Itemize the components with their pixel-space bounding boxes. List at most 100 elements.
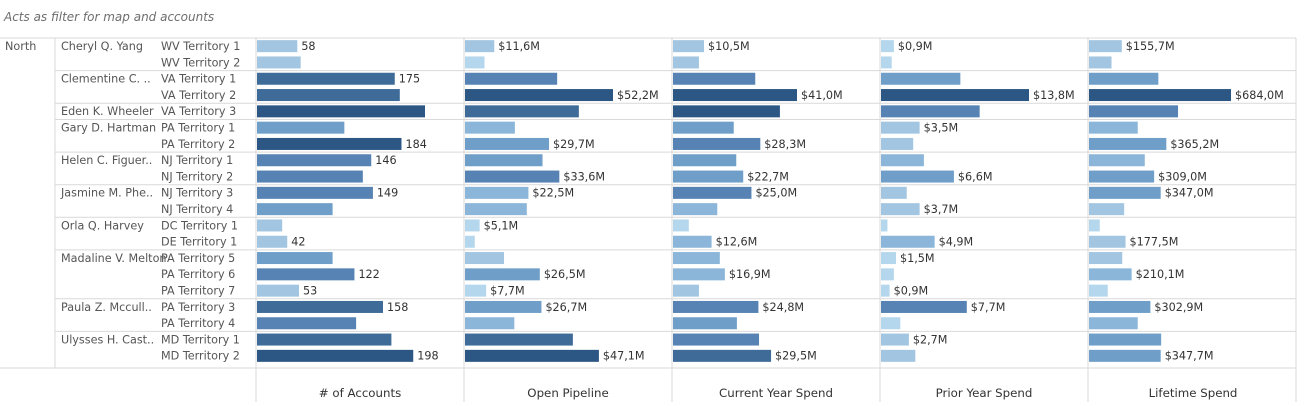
bar[interactable] <box>673 121 734 134</box>
territory-label[interactable]: WV Territory 1 <box>161 40 240 53</box>
territory-label[interactable]: DE Territory 1 <box>161 236 237 249</box>
territory-label[interactable]: NJ Territory 3 <box>161 187 233 200</box>
manager-label[interactable]: Paula Z. Mccull.. <box>61 301 152 314</box>
bar[interactable] <box>881 137 914 150</box>
bar[interactable] <box>1089 284 1108 297</box>
territory-label[interactable]: VA Territory 2 <box>161 89 236 102</box>
bar[interactable] <box>465 219 480 232</box>
bar[interactable] <box>881 89 1029 102</box>
bar[interactable] <box>1089 137 1167 150</box>
bar[interactable] <box>257 105 425 118</box>
bar[interactable] <box>673 56 699 69</box>
bar[interactable] <box>1089 154 1145 167</box>
bar[interactable] <box>465 300 542 313</box>
territory-label[interactable]: NJ Territory 4 <box>161 203 233 216</box>
territory-label[interactable]: VA Territory 3 <box>161 105 236 118</box>
bar[interactable] <box>257 170 363 183</box>
bar[interactable] <box>465 203 527 216</box>
manager-label[interactable]: Gary D. Hartman <box>61 122 156 135</box>
bar[interactable] <box>1089 203 1125 216</box>
column-header[interactable]: Current Year Spend <box>719 386 833 400</box>
bar[interactable] <box>257 317 357 330</box>
bar[interactable] <box>881 154 924 167</box>
bar[interactable] <box>465 333 573 346</box>
bar[interactable] <box>1089 219 1100 232</box>
territory-label[interactable]: PA Territory 5 <box>161 252 235 265</box>
territory-label[interactable]: PA Territory 6 <box>161 268 235 281</box>
manager-label[interactable]: Clementine C. .. <box>61 73 151 86</box>
bar[interactable] <box>881 333 909 346</box>
bar[interactable] <box>881 121 920 134</box>
bar[interactable] <box>465 137 550 150</box>
bar[interactable] <box>673 154 737 167</box>
manager-label[interactable]: Eden K. Wheeler <box>61 105 154 118</box>
bar[interactable] <box>881 40 894 53</box>
bar[interactable] <box>1089 268 1132 281</box>
bar[interactable] <box>673 317 737 330</box>
bar[interactable] <box>881 72 961 85</box>
bar[interactable] <box>881 170 954 183</box>
bar[interactable] <box>1089 40 1122 53</box>
bar[interactable] <box>465 72 558 85</box>
bar[interactable] <box>1089 56 1112 69</box>
territory-label[interactable]: NJ Territory 1 <box>161 154 233 167</box>
bar[interactable] <box>1089 170 1155 183</box>
bar[interactable] <box>1089 317 1138 330</box>
bar[interactable] <box>1089 349 1161 362</box>
bar[interactable] <box>673 300 759 313</box>
bar[interactable] <box>673 219 689 232</box>
bar[interactable] <box>257 203 333 216</box>
bar[interactable] <box>881 186 907 199</box>
bar[interactable] <box>465 268 540 281</box>
bar[interactable] <box>673 333 760 346</box>
bar[interactable] <box>465 349 599 362</box>
bar[interactable] <box>257 89 400 102</box>
bar[interactable] <box>673 349 772 362</box>
territory-label[interactable]: WV Territory 2 <box>161 56 240 69</box>
bar[interactable] <box>881 56 892 69</box>
bar[interactable] <box>465 284 487 297</box>
bar[interactable] <box>673 137 761 150</box>
manager-label[interactable]: Jasmine M. Phe.. <box>60 187 153 200</box>
bar[interactable] <box>257 121 345 134</box>
bar[interactable] <box>465 154 543 167</box>
bar[interactable] <box>257 154 372 167</box>
manager-label[interactable]: Cheryl Q. Yang <box>61 40 143 53</box>
bar[interactable] <box>1089 105 1179 118</box>
bar[interactable] <box>257 186 373 199</box>
bar[interactable] <box>257 333 392 346</box>
bar[interactable] <box>881 349 916 362</box>
bar[interactable] <box>465 317 515 330</box>
bar[interactable] <box>257 219 283 232</box>
bar[interactable] <box>881 252 897 265</box>
bar[interactable] <box>1089 186 1161 199</box>
column-header[interactable]: Prior Year Spend <box>936 386 1033 400</box>
bar[interactable] <box>881 268 894 281</box>
bar[interactable] <box>673 268 725 281</box>
bar[interactable] <box>673 284 699 297</box>
bar[interactable] <box>257 235 288 248</box>
bar[interactable] <box>881 219 888 232</box>
bar[interactable] <box>881 105 980 118</box>
territory-label[interactable]: MD Territory 2 <box>161 350 240 363</box>
bar[interactable] <box>673 40 704 53</box>
bar[interactable] <box>673 235 712 248</box>
bar[interactable] <box>465 89 613 102</box>
bar[interactable] <box>673 186 752 199</box>
bar[interactable] <box>257 349 414 362</box>
bar[interactable] <box>465 40 495 53</box>
bar[interactable] <box>881 317 901 330</box>
bar[interactable] <box>673 203 718 216</box>
bar[interactable] <box>1089 333 1162 346</box>
bar[interactable] <box>465 252 505 265</box>
bar[interactable] <box>1089 89 1231 102</box>
bar[interactable] <box>673 89 797 102</box>
bar[interactable] <box>881 203 920 216</box>
territory-label[interactable]: MD Territory 1 <box>161 333 240 346</box>
manager-label[interactable]: Madaline V. Melton <box>61 252 167 265</box>
bar[interactable] <box>673 170 744 183</box>
bar[interactable] <box>1089 235 1126 248</box>
territory-label[interactable]: DC Territory 1 <box>161 219 238 232</box>
bar[interactable] <box>465 186 529 199</box>
bar[interactable] <box>465 235 475 248</box>
